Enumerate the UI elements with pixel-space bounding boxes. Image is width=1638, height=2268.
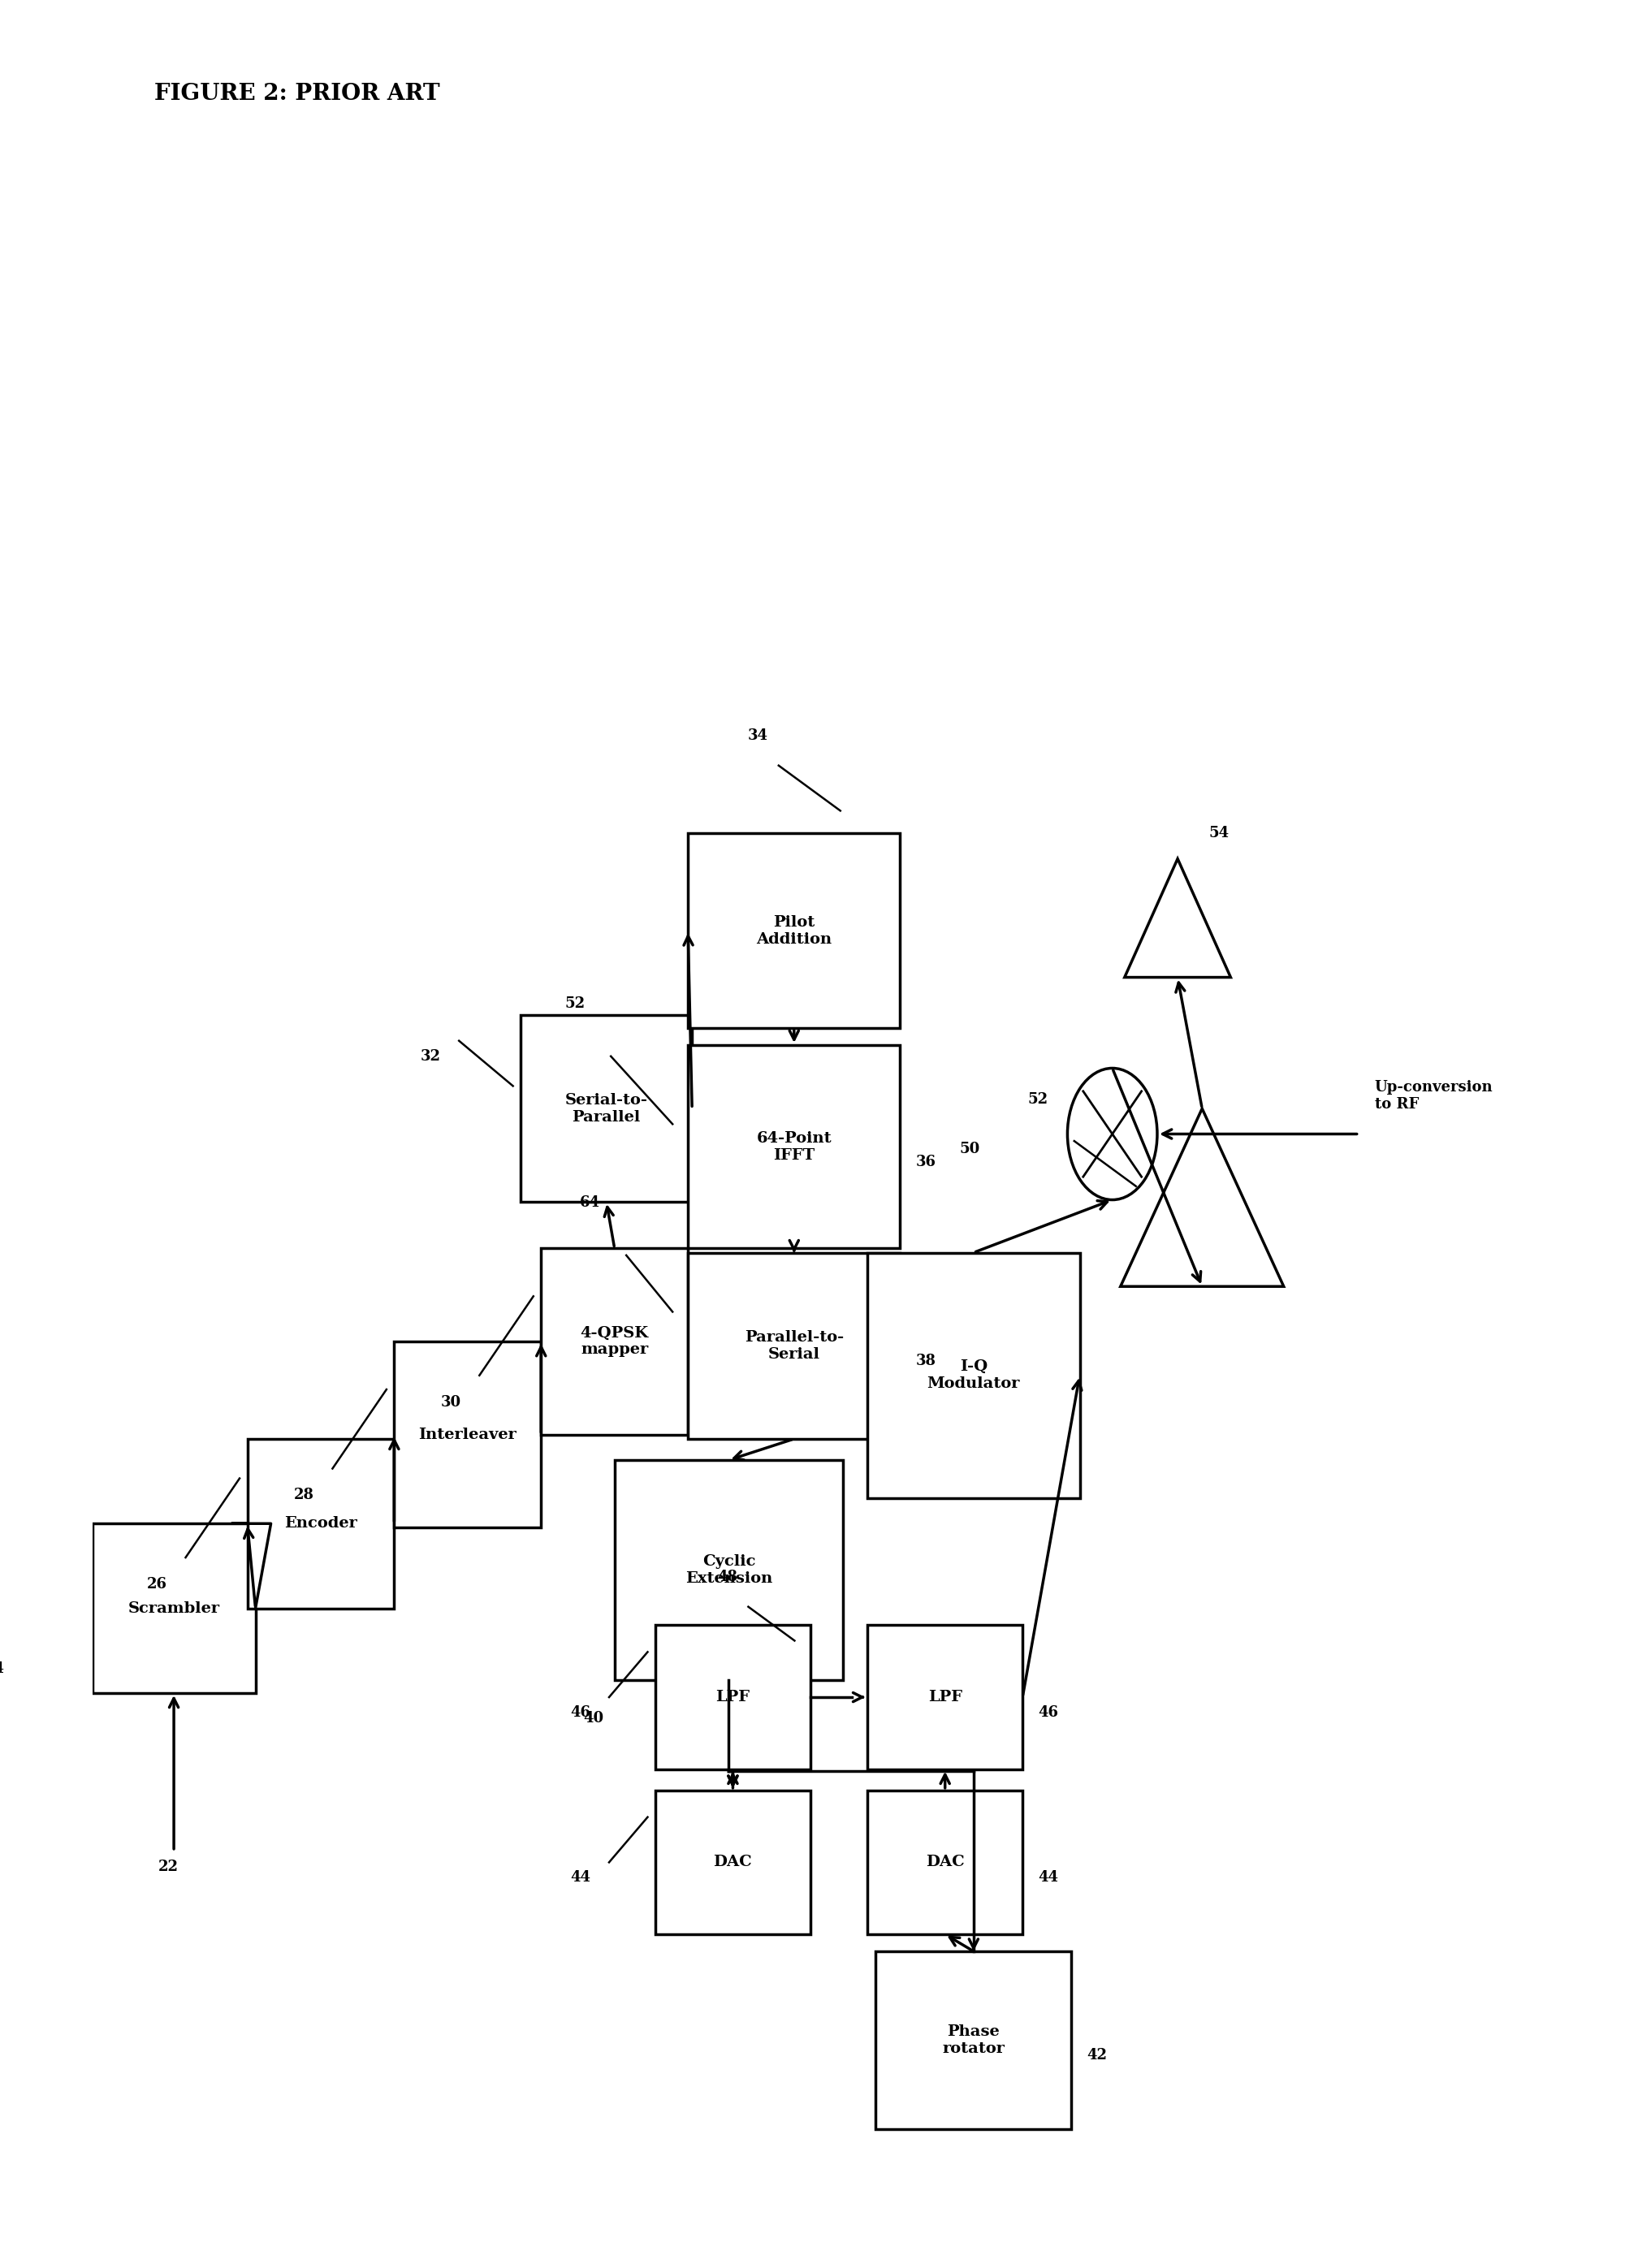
Bar: [92, 1524, 256, 1692]
Text: 40: 40: [583, 1710, 604, 1726]
Bar: [655, 1789, 811, 1935]
Text: 22: 22: [159, 1860, 179, 1873]
Text: 44: 44: [570, 1871, 591, 1885]
Text: 44: 44: [1038, 1871, 1058, 1885]
Text: 24: 24: [0, 1662, 5, 1676]
Text: FIGURE 2: PRIOR ART: FIGURE 2: PRIOR ART: [154, 82, 439, 104]
Text: 46: 46: [570, 1706, 591, 1719]
Bar: [688, 1046, 901, 1247]
Bar: [541, 1247, 688, 1436]
Text: Cyclic
Extension: Cyclic Extension: [685, 1554, 773, 1585]
Bar: [614, 1461, 844, 1681]
Bar: [395, 1340, 541, 1529]
Text: 46: 46: [1038, 1706, 1058, 1719]
Text: Phase
rotator: Phase rotator: [942, 2025, 1004, 2055]
Text: Scrambler: Scrambler: [128, 1601, 219, 1615]
Text: 52: 52: [1029, 1093, 1048, 1107]
Text: 28: 28: [293, 1488, 314, 1501]
Text: 38: 38: [916, 1354, 935, 1368]
Text: 30: 30: [441, 1395, 462, 1408]
Text: Serial-to-
Parallel: Serial-to- Parallel: [565, 1093, 647, 1125]
Text: 26: 26: [147, 1576, 167, 1592]
Bar: [868, 1252, 1079, 1499]
Text: 64: 64: [580, 1195, 600, 1211]
Text: 54: 54: [1209, 826, 1228, 841]
Text: 34: 34: [749, 728, 768, 744]
Text: Parallel-to-
Serial: Parallel-to- Serial: [745, 1329, 844, 1361]
Text: 36: 36: [916, 1154, 935, 1170]
Bar: [688, 1252, 901, 1438]
Text: Pilot
Addition: Pilot Addition: [757, 914, 832, 946]
Bar: [655, 1626, 811, 1769]
Bar: [868, 1789, 1022, 1935]
Text: 52: 52: [565, 996, 585, 1012]
Text: 42: 42: [1088, 2048, 1107, 2064]
Bar: [521, 1016, 693, 1202]
Bar: [247, 1438, 395, 1608]
Text: 48: 48: [717, 1569, 737, 1583]
Text: Interleaver: Interleaver: [419, 1427, 516, 1442]
Text: 32: 32: [421, 1048, 441, 1064]
Text: Up-conversion
to RF: Up-conversion to RF: [1374, 1080, 1492, 1111]
Text: 64-Point
IFFT: 64-Point IFFT: [757, 1132, 832, 1163]
Bar: [688, 832, 901, 1027]
Text: 4-QPSK
mapper: 4-QPSK mapper: [580, 1327, 649, 1356]
Bar: [876, 1950, 1071, 2130]
Text: LPF: LPF: [716, 1690, 750, 1706]
Text: LPF: LPF: [929, 1690, 962, 1706]
Bar: [868, 1626, 1022, 1769]
Text: DAC: DAC: [925, 1855, 965, 1869]
Text: I-Q
Modulator: I-Q Modulator: [927, 1359, 1020, 1390]
Text: Encoder: Encoder: [285, 1517, 357, 1531]
Text: DAC: DAC: [714, 1855, 752, 1869]
Text: 50: 50: [960, 1143, 980, 1157]
